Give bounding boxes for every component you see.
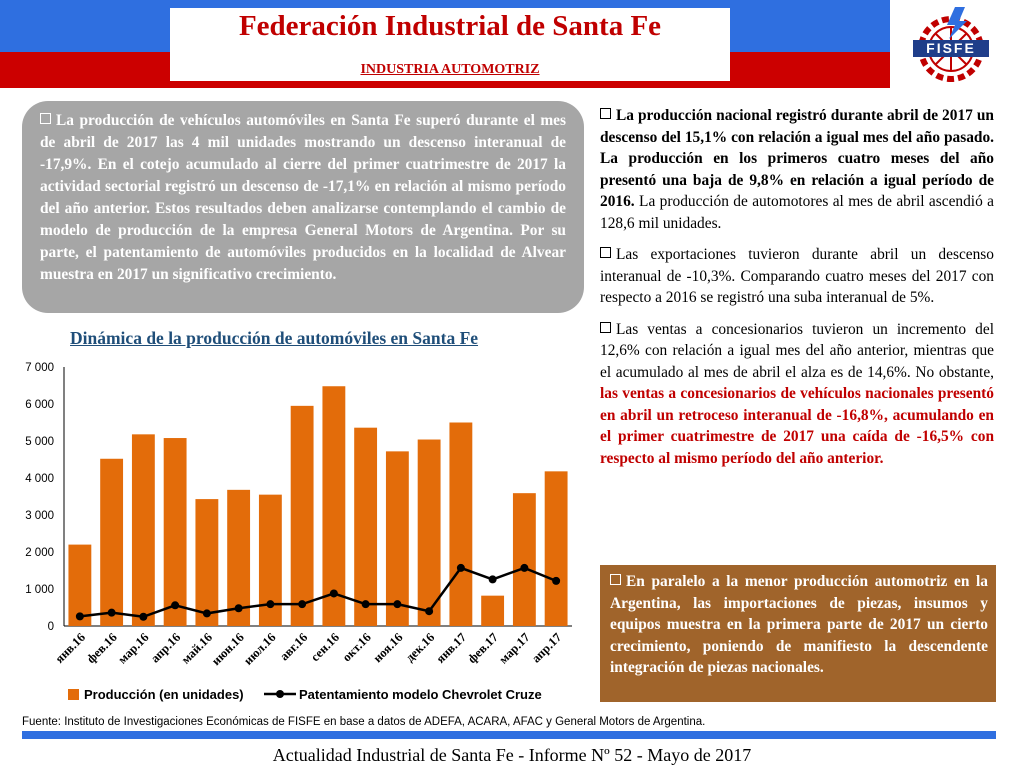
y-tick-label: 0 [48,621,54,633]
x-tick-label: фев.17 [465,630,501,666]
x-tick-label: дек.16 [403,630,437,664]
summary-bubble: La producción de vehículos automóviles e… [22,101,584,313]
source-note: Fuente: Instituto de Investigaciones Eco… [22,716,706,728]
line-point [488,575,497,584]
line-point [298,600,307,609]
line-point [139,612,148,621]
x-tick-label: мар.17 [496,630,532,666]
x-tick-label: апр.17 [529,630,564,665]
bar [131,434,155,626]
chart-title: Dinámica de la producción de automóviles… [70,328,479,348]
production-chart: 0 1 000 2 000 3 000 4 000 5 000 6 000 7 000 янв.… [25,362,572,702]
fisfe-logo-text: FISFE [926,40,976,56]
legend-swatch-bar [68,689,79,700]
header-title-panel [170,8,730,81]
checkbox-bullet-icon [40,113,51,124]
bar [544,471,568,626]
y-tick-label: 1 000 [25,584,54,596]
x-tick-label: авг.16 [277,630,310,663]
summary-text: La producción de vehículos automóviles e… [40,112,566,283]
x-tick-label: июл.16 [241,630,279,668]
y-tick-label: 6 000 [25,399,54,411]
x-tick-label: мар.16 [115,630,151,666]
y-tick-label: 5 000 [25,436,54,448]
line-point [107,608,116,617]
paragraph-national-production: La producción nacional registró durante … [600,107,994,232]
line-point [202,609,211,618]
paragraph-exports: Las exportaciones tuvieron durante abril… [600,246,994,306]
checkbox-bullet-icon [600,108,611,119]
line-point [425,607,434,616]
right-column: La producción nacional registró durante … [600,105,994,479]
line-point [361,600,370,609]
bar [385,451,409,626]
line-point [75,612,84,621]
checkbox-bullet-icon [610,574,621,585]
bar [417,439,441,626]
bar [227,489,251,626]
line-series [79,566,557,619]
x-tick-label: май.16 [179,630,215,666]
checkbox-bullet-icon [600,321,611,333]
line-point [234,604,243,613]
fisfe-logo: FISFE [913,7,989,82]
bar [163,438,187,626]
bar [449,422,473,626]
line-point [456,563,465,572]
line-point [171,601,180,610]
x-tick-label: июн.16 [209,630,247,668]
x-tick-label: янв.16 [52,630,88,666]
legend-swatch-point [276,690,284,698]
line-point [329,589,338,598]
checkbox-bullet-icon [600,247,611,258]
y-tick-label: 3 000 [25,510,54,522]
bar [100,458,124,626]
imports-box: En paralelo a la menor producción automo… [600,565,996,702]
bar [481,595,505,626]
x-tick-label: ноя.16 [370,630,405,665]
page-title: Federación Industrial de Santa Fe [238,10,662,42]
bar [354,427,378,626]
x-tick-label: фев.16 [84,630,120,666]
line-point [520,563,529,572]
legend-label: Producción (en unidades) [84,687,244,702]
line-point [552,576,561,585]
footer-rule [22,731,996,739]
x-tick-label: окт.16 [340,630,374,664]
bar [512,493,536,626]
bar [290,405,314,626]
x-tick-label: янв.17 [433,630,469,666]
footer-text: Actualidad Industrial de Santa Fe - Info… [272,745,752,765]
bar [322,386,346,626]
y-tick-label: 4 000 [25,473,54,485]
x-tick-label: сен.16 [308,630,342,664]
bar [68,544,92,626]
section-subtitle: INDUSTRIA AUTOMOTRIZ [360,62,540,77]
line-point [393,600,402,609]
x-tick-label: апр.16 [148,630,183,665]
bar [195,499,219,626]
y-tick-label: 7 000 [25,362,54,374]
bar [258,494,282,626]
y-tick-label: 2 000 [25,547,54,559]
line-point [266,600,275,609]
imports-text: En paralelo a la menor producción automo… [610,573,988,676]
legend-label: Patentamiento modelo Chevrolet Cruze [299,687,542,702]
paragraph-sales: Las ventas a concesionarios tuvieron un … [600,320,994,467]
